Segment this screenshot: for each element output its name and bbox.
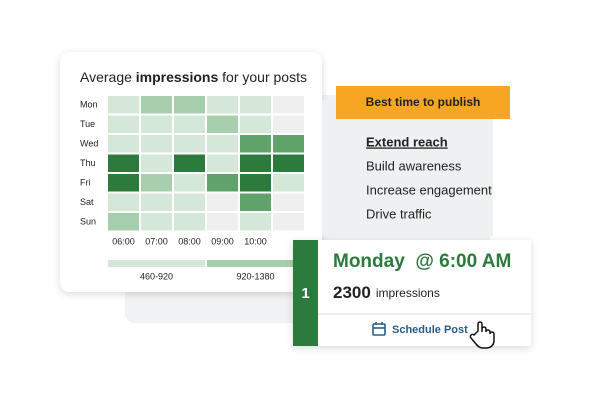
day-label: Mon <box>80 99 98 109</box>
heat-cell <box>207 193 238 211</box>
heat-cell <box>207 96 238 114</box>
heat-cell <box>174 174 205 192</box>
legend-label: 920-1380 <box>236 271 274 281</box>
hand-cursor <box>469 321 495 349</box>
heat-cell <box>108 174 139 192</box>
heat-cell <box>207 154 238 172</box>
option[interactable]: Extend reach <box>366 134 448 149</box>
heat-cell <box>273 96 304 114</box>
heat-cell <box>207 174 238 192</box>
heat-cell <box>273 193 304 211</box>
heat-cell <box>273 174 304 192</box>
heat-cell <box>273 135 304 153</box>
heat-cell <box>240 213 271 231</box>
heat-cell <box>108 193 139 211</box>
day-label: Sat <box>80 197 94 207</box>
legend-label: 460-920 <box>140 271 173 281</box>
heat-cell <box>174 115 205 133</box>
rank: 1 <box>301 285 309 302</box>
heat-cell <box>273 213 304 231</box>
result-card <box>293 240 531 346</box>
heat-cell <box>174 154 205 172</box>
title-part: Average <box>80 69 136 85</box>
time-label: 10:00 <box>244 236 267 246</box>
calendar-icon <box>372 322 386 336</box>
legend: 460-920 920-1380 <box>108 260 304 281</box>
heat-cell <box>240 174 271 192</box>
heat-cell <box>273 115 304 133</box>
heat-cell <box>141 115 172 133</box>
day-label: Sun <box>80 216 96 226</box>
heat-cell <box>141 174 172 192</box>
unit: impressions <box>376 286 440 300</box>
time-label: 09:00 <box>211 236 234 246</box>
day-label: Wed <box>80 138 98 148</box>
heat-cell <box>240 193 271 211</box>
heat-cell <box>207 213 238 231</box>
heat-cell <box>141 135 172 153</box>
heat-cell <box>108 135 139 153</box>
time-label: 07:00 <box>145 236 168 246</box>
heat-cell <box>141 193 172 211</box>
heat-cell <box>240 96 271 114</box>
heat-cell <box>240 154 271 172</box>
count: 2300 <box>333 283 371 302</box>
time-label: 06:00 <box>112 236 135 246</box>
heat-cell <box>240 135 271 153</box>
heatmap: Mon Tue Wed Thu Fri Sat Sun 06:00 07:00 08:00 09:0… <box>80 96 304 246</box>
heat-cell <box>174 135 205 153</box>
option[interactable]: Drive traffic <box>366 206 432 221</box>
heat-cell <box>273 154 304 172</box>
heat-cell <box>108 213 139 231</box>
title-part: for your posts <box>218 69 307 85</box>
legend-swatch <box>108 260 205 267</box>
heat-cell <box>108 154 139 172</box>
heat-cell <box>141 154 172 172</box>
day-label: Fri <box>80 177 91 187</box>
publish-button[interactable] <box>336 86 510 119</box>
heat-cell <box>141 213 172 231</box>
option[interactable]: Build awareness <box>366 158 462 173</box>
heat-cell <box>207 135 238 153</box>
day-label: Tue <box>80 119 95 129</box>
option[interactable]: Increase engagement <box>366 182 492 197</box>
time-slot: Monday @ 6:00 AM <box>333 251 511 272</box>
schedule-link[interactable]: Schedule Post <box>392 324 468 336</box>
heat-cell <box>108 96 139 114</box>
heatmap-title: Average impressions for your posts <box>80 69 307 85</box>
button-label: Best time to publish <box>366 95 481 109</box>
heat-cell <box>141 96 172 114</box>
heat-cell <box>174 96 205 114</box>
heat-cell <box>174 193 205 211</box>
rank-strip <box>293 240 318 346</box>
options-panel <box>322 100 493 236</box>
heat-cell <box>174 213 205 231</box>
title-part: impressions <box>136 69 219 85</box>
legend-swatch <box>207 260 304 267</box>
time-label: 08:00 <box>178 236 201 246</box>
heat-cell <box>207 115 238 133</box>
heat-cell <box>240 115 271 133</box>
day-label: Thu <box>80 158 96 168</box>
heat-cell <box>108 115 139 133</box>
impressions: 2300 impressions <box>333 283 440 302</box>
